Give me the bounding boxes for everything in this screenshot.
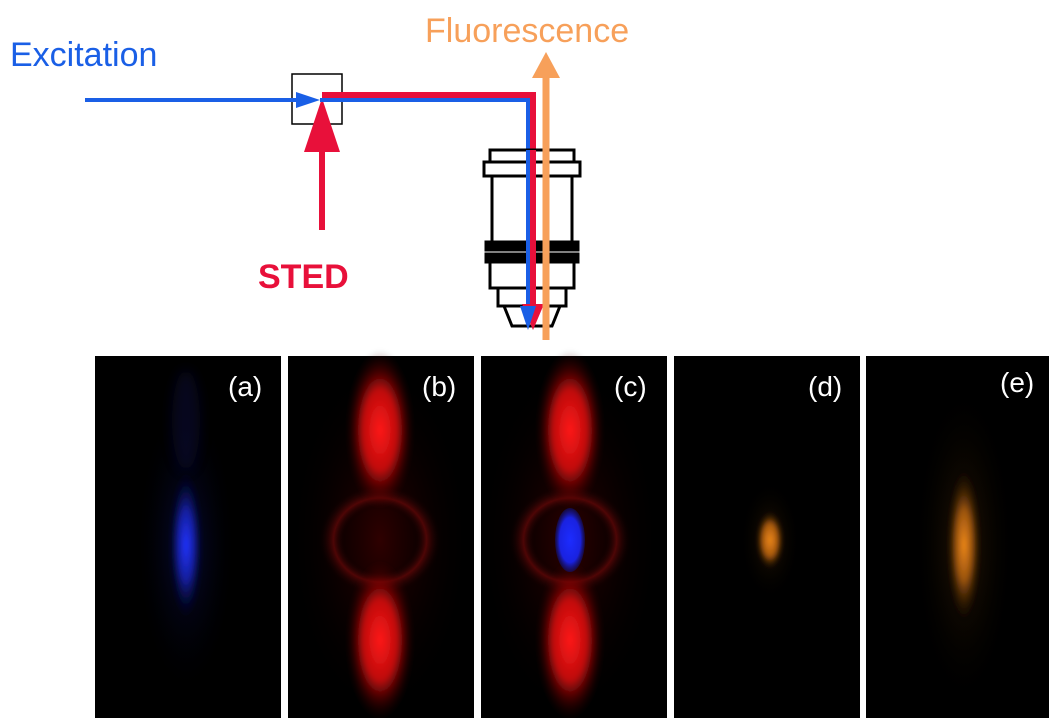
panel-a: (a) [95,356,281,718]
excitation-down-arrowhead [520,306,536,330]
sted-arrowhead [304,98,340,152]
panel-a-label: (a) [228,371,262,402]
sted-label: STED [258,258,349,296]
panel-b-label: (b) [422,371,456,402]
panel-c: (c) [478,350,667,718]
panel-d-label: (d) [808,371,842,402]
panel-e: (e) [866,356,1049,718]
fluorescence-arrowhead [532,52,560,78]
excitation-label: Excitation [10,36,157,74]
panel-c-label: (c) [614,371,647,402]
excitation-arrowhead [296,92,320,108]
panel-e-label: (e) [1000,367,1034,398]
panel-b: (b) [288,350,474,718]
fluorescence-label: Fluorescence [425,12,629,50]
panel-d: (d) [674,356,860,718]
